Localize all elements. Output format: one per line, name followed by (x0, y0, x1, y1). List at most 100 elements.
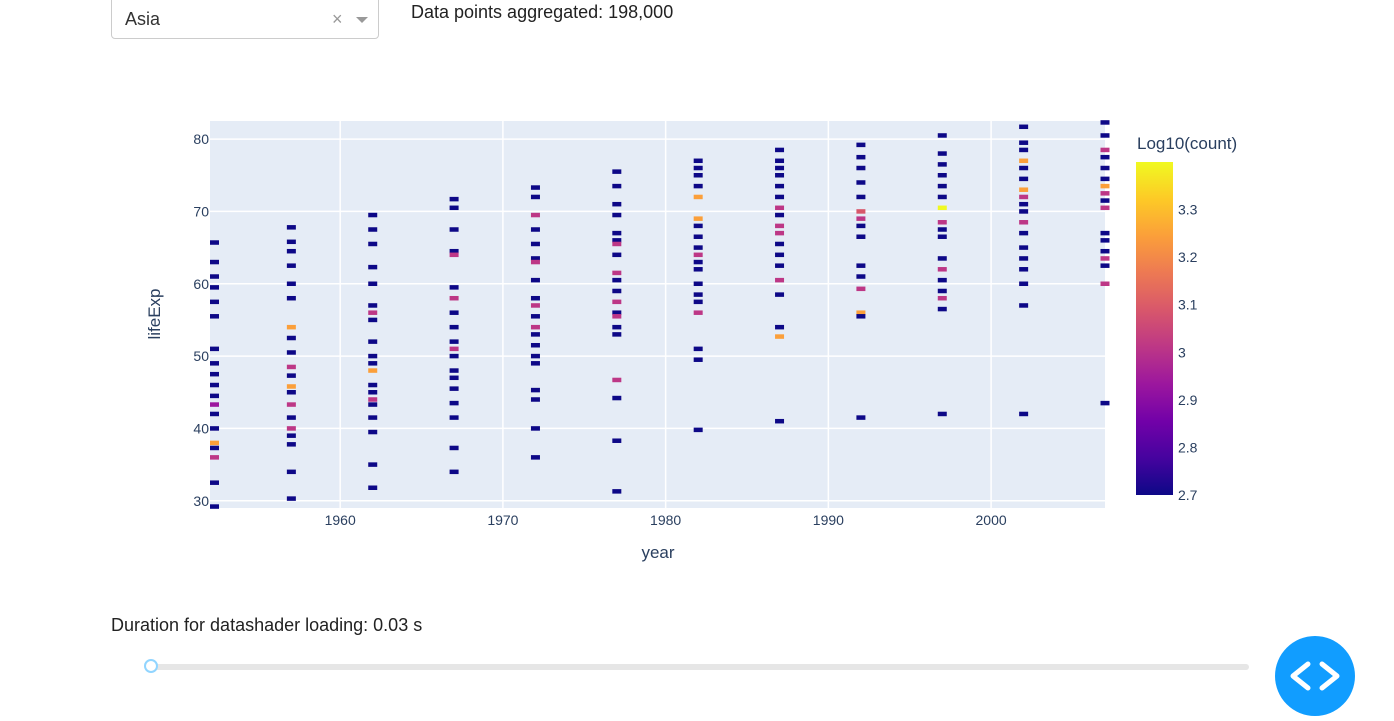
heatmap-cell (1019, 201, 1029, 207)
heatmap-cell (937, 256, 947, 261)
heatmap-cell (856, 274, 866, 279)
heatmap-cell (856, 263, 866, 268)
y-tick-label: 80 (193, 131, 209, 147)
heatmap-cell (210, 299, 219, 305)
heatmap-cell (368, 402, 378, 407)
colorbar (1136, 162, 1173, 495)
heatmap-cell (368, 368, 378, 373)
heatmap-cell (612, 324, 622, 330)
heatmap-cell (856, 180, 866, 185)
y-tick-label: 70 (193, 203, 209, 219)
heatmap-cell (1100, 154, 1110, 160)
heatmap-cell (937, 295, 947, 301)
heatmap-cell (693, 427, 703, 433)
heatmap-cell (693, 223, 703, 229)
heatmap-cell (368, 212, 378, 218)
heatmap-cell (286, 442, 296, 447)
heatmap-cell (286, 415, 296, 420)
heatmap-cell (1100, 230, 1110, 236)
grid-lines (210, 121, 1105, 508)
heatmap-cell (1019, 158, 1029, 164)
heatmap-cell (210, 440, 219, 446)
heatmap-cell (530, 295, 540, 301)
heatmap-cell (937, 288, 947, 294)
heatmap-cell (1019, 194, 1029, 200)
heatmap-cell (856, 216, 866, 221)
heatmap-cell (1019, 140, 1029, 145)
x-axis-title: year (641, 543, 674, 562)
heatmap-cell (937, 205, 947, 211)
heatmap-cell (530, 241, 540, 247)
heatmap-cell (775, 324, 785, 330)
dropdown-selected-value: Asia (125, 9, 161, 29)
heatmap-cell (449, 248, 459, 254)
heatmap-cell (856, 234, 866, 239)
heatmap-cell (449, 469, 459, 475)
heatmap-cell (286, 295, 296, 301)
x-axis-ticks: 1960 1970 1980 1990 2000 (325, 512, 1007, 528)
heatmap-cell (530, 256, 540, 261)
heatmap-cell (1100, 248, 1110, 254)
heatmap-cell (1100, 133, 1110, 138)
heatmap-cell (693, 158, 703, 164)
heatmap-cell (368, 281, 378, 287)
heatmap-cell (210, 371, 219, 377)
aggregate-count-text: Data points aggregated: 198,000 (411, 2, 674, 22)
heatmap-cell (1019, 245, 1029, 250)
heatmap-cell (1019, 209, 1029, 214)
heatmap-cell (1019, 230, 1029, 236)
heatmap-cell (693, 310, 703, 315)
heatmap-cell (775, 263, 785, 268)
heatmap-cell (530, 387, 540, 393)
heatmap-cell (693, 173, 703, 178)
heatmap-cell (775, 194, 785, 200)
heatmap-cell (286, 426, 296, 431)
heatmap-cell (775, 334, 785, 339)
heatmap-cell (286, 390, 296, 395)
heatmap-cell (775, 252, 785, 258)
heatmap-cell (368, 339, 378, 344)
heatmap-cell (856, 142, 866, 148)
datashader-heatmap-chart[interactable]: 1960 1970 1980 1990 2000 30 40 50 60 70 80 year l… (0, 0, 1394, 600)
heatmap-cell (286, 364, 296, 370)
heatmap-cell (530, 259, 540, 265)
duration-text: Duration for datashader loading: 0.03 s (111, 615, 423, 635)
view-code-button[interactable] (1275, 636, 1355, 716)
heatmap-cell (368, 317, 378, 323)
heatmap-cell (530, 227, 540, 232)
heatmap-cell (693, 281, 703, 287)
heatmap-cell (210, 314, 219, 319)
x-tick-label: 1980 (650, 512, 681, 528)
x-tick-label: 1990 (813, 512, 844, 528)
heatmap-cell (775, 241, 785, 247)
heatmap-cell (286, 433, 296, 438)
heatmap-cell (1100, 281, 1110, 287)
heatmap-cell (286, 335, 296, 341)
heatmap-cell (1100, 256, 1110, 261)
heatmap-cell (775, 418, 785, 424)
year-slider-rail[interactable] (150, 664, 1249, 670)
clear-icon[interactable]: × (332, 9, 343, 29)
x-tick-label: 2000 (976, 512, 1007, 528)
heatmap-cell (937, 267, 947, 272)
heatmap-cell (775, 212, 785, 218)
heatmap-cell (286, 263, 296, 268)
heatmap-cell (612, 270, 622, 276)
heatmap-cell (449, 386, 459, 391)
heatmap-cell (286, 496, 296, 501)
year-slider-handle[interactable] (144, 659, 158, 673)
colorbar-tick-label: 2.9 (1178, 392, 1198, 408)
heatmap-cell (530, 342, 540, 348)
code-brackets-icon (1290, 661, 1340, 691)
heatmap-cell (210, 346, 219, 352)
heatmap-cell (856, 194, 866, 200)
y-axis-title: lifeExp (145, 288, 164, 339)
heatmap-cell (612, 241, 622, 247)
heatmap-cell (368, 264, 378, 270)
heatmap-cell (286, 384, 296, 389)
y-tick-label: 50 (193, 348, 209, 364)
heatmap-cell (1019, 176, 1029, 182)
caret-down-icon[interactable] (356, 17, 368, 23)
heatmap-cell (368, 227, 378, 232)
continent-dropdown[interactable]: Asia × (111, 0, 379, 39)
